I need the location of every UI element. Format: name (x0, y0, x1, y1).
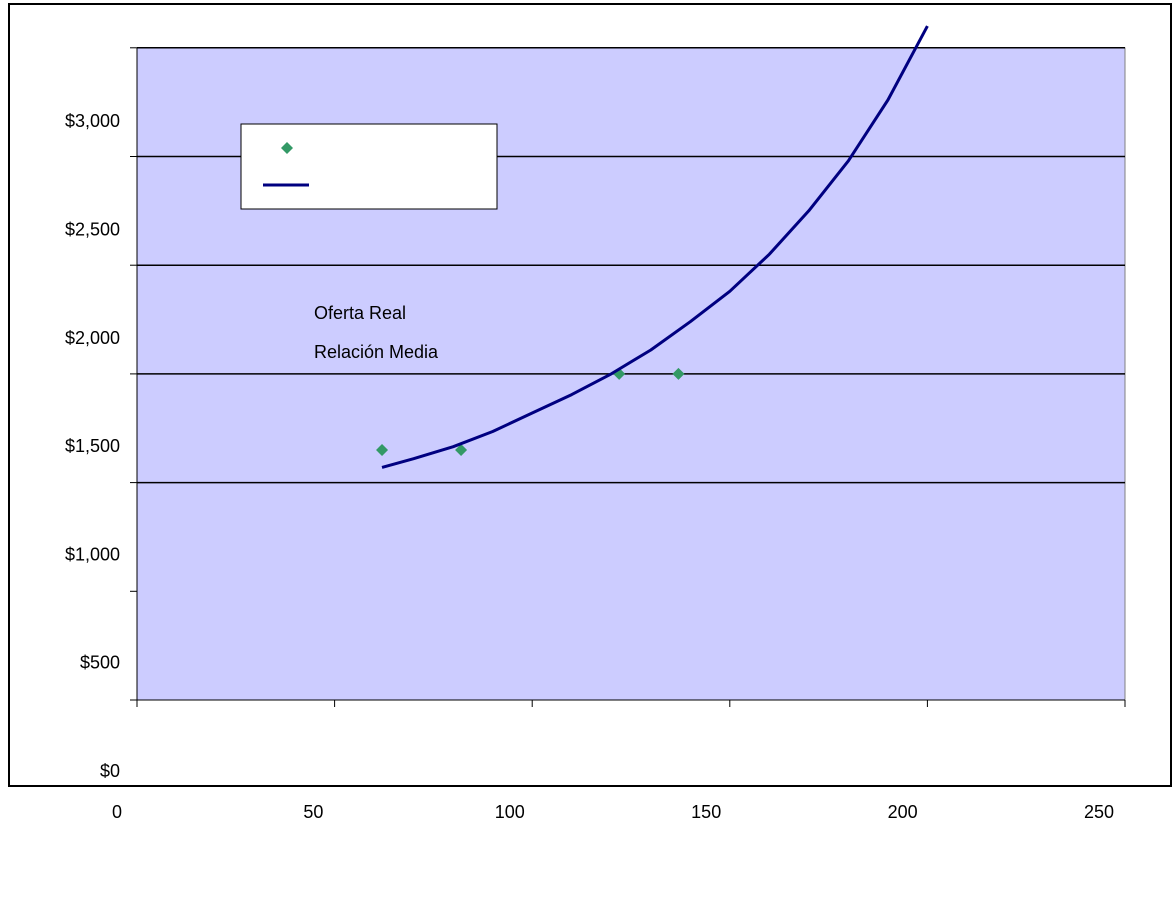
x-tick-labels: 0 50 100 150 200 250 (112, 802, 1114, 822)
x-tick-label: 100 (495, 802, 525, 822)
y-tick-label: $0 (100, 761, 120, 781)
y-tick-label: $500 (80, 653, 120, 673)
axis-tick-marks (130, 47, 1126, 707)
x-tick-label: 0 (112, 802, 122, 822)
y-tick-label: $3,000 (65, 111, 120, 131)
x-tick-label: 50 (303, 802, 323, 822)
data-point-oferta-real (376, 443, 389, 456)
legend-marker-oferta-real (281, 142, 293, 154)
legend-label-relacion-media: Relación Media (314, 342, 439, 362)
y-tick-label: $2,500 (65, 220, 120, 240)
data-point-oferta-real (455, 443, 468, 456)
legend-label-oferta-real: Oferta Real (314, 303, 406, 323)
legend-box (240, 123, 498, 210)
x-tick-label: 200 (888, 802, 918, 822)
y-tick-labels: $0 $500 $1,000 $1,500 $2,000 $2,500 $3,000 (65, 111, 120, 781)
data-point-oferta-real (672, 367, 685, 380)
legend: Oferta Real Relación Media (240, 123, 498, 362)
series (376, 25, 929, 469)
x-tick-label: 150 (691, 802, 721, 822)
y-tick-label: $1,000 (65, 544, 120, 564)
series-line-relacion-media (381, 25, 929, 469)
x-tick-label: 250 (1084, 802, 1114, 822)
y-tick-label: $1,500 (65, 436, 120, 456)
y-tick-label: $2,000 (65, 328, 120, 348)
